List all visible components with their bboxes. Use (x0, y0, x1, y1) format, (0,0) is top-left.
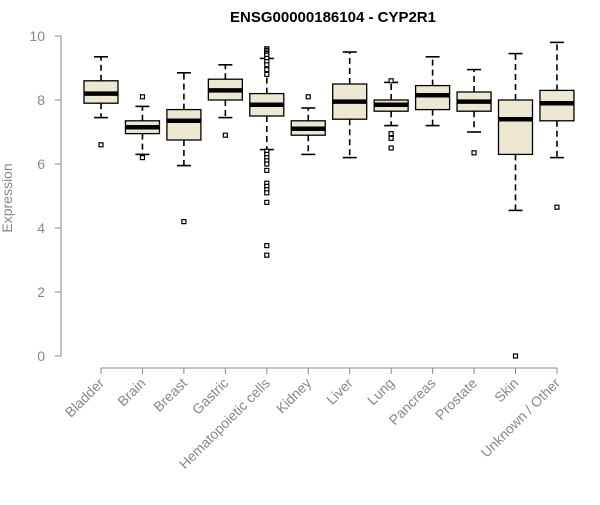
y-tick-label: 0 (37, 348, 45, 364)
y-tick-label: 2 (37, 284, 45, 300)
box-group (539, 41, 575, 210)
outlier-point (222, 132, 228, 138)
box (497, 99, 534, 156)
box-group (373, 78, 409, 151)
outlier-point (388, 78, 394, 84)
box-group (290, 94, 326, 156)
x-tick-label: Skin (491, 375, 522, 406)
y-tick-label: 8 (37, 92, 45, 108)
x-tick-label: Kidney (273, 375, 315, 417)
plot-area (83, 41, 575, 359)
outlier-point (181, 219, 187, 225)
outlier-point (139, 94, 146, 100)
chart-title: ENSG00000186104 - CYP2R1 (230, 9, 436, 26)
box-group (414, 55, 451, 127)
box (414, 84, 451, 111)
outlier-point (388, 135, 394, 141)
outlier-point (264, 252, 270, 258)
x-tick-label: Brain (114, 375, 148, 409)
outlier-point (264, 199, 270, 205)
outlier-point (512, 353, 519, 359)
outlier-point (264, 243, 270, 249)
outlier-point (264, 161, 270, 167)
box-group (166, 72, 202, 225)
x-tick-label: Prostate (432, 375, 480, 423)
x-tick-label: Liver (323, 375, 356, 408)
x-tick-label: Unknown / Other (477, 375, 563, 461)
box-group (249, 46, 285, 258)
box-group (497, 52, 534, 359)
y-tick-label: 4 (37, 220, 45, 236)
outlier-point (264, 62, 270, 68)
box-group (332, 51, 368, 159)
outlier-point (554, 204, 560, 210)
outlier-point (264, 71, 270, 78)
x-tick-label: Bladder (62, 375, 108, 421)
box-group (207, 64, 244, 138)
outlier-point (264, 190, 270, 196)
outlier-point (471, 150, 477, 156)
outlier-point (264, 66, 270, 73)
y-axis-title: Expression (0, 163, 15, 232)
outlier-point (388, 131, 394, 137)
y-tick-label: 6 (37, 156, 45, 172)
box-group (124, 94, 161, 161)
x-tick-label: Breast (150, 375, 190, 415)
box-group (83, 55, 119, 148)
x-tick-label: Lung (364, 375, 397, 408)
outlier-point (264, 167, 270, 173)
outlier-point (98, 142, 104, 148)
outlier-point (139, 155, 146, 161)
box (166, 108, 202, 141)
box-group (456, 68, 492, 156)
outlier-point (388, 145, 394, 151)
box (539, 89, 575, 122)
y-tick-label: 10 (29, 28, 45, 44)
outlier-point (305, 94, 311, 100)
